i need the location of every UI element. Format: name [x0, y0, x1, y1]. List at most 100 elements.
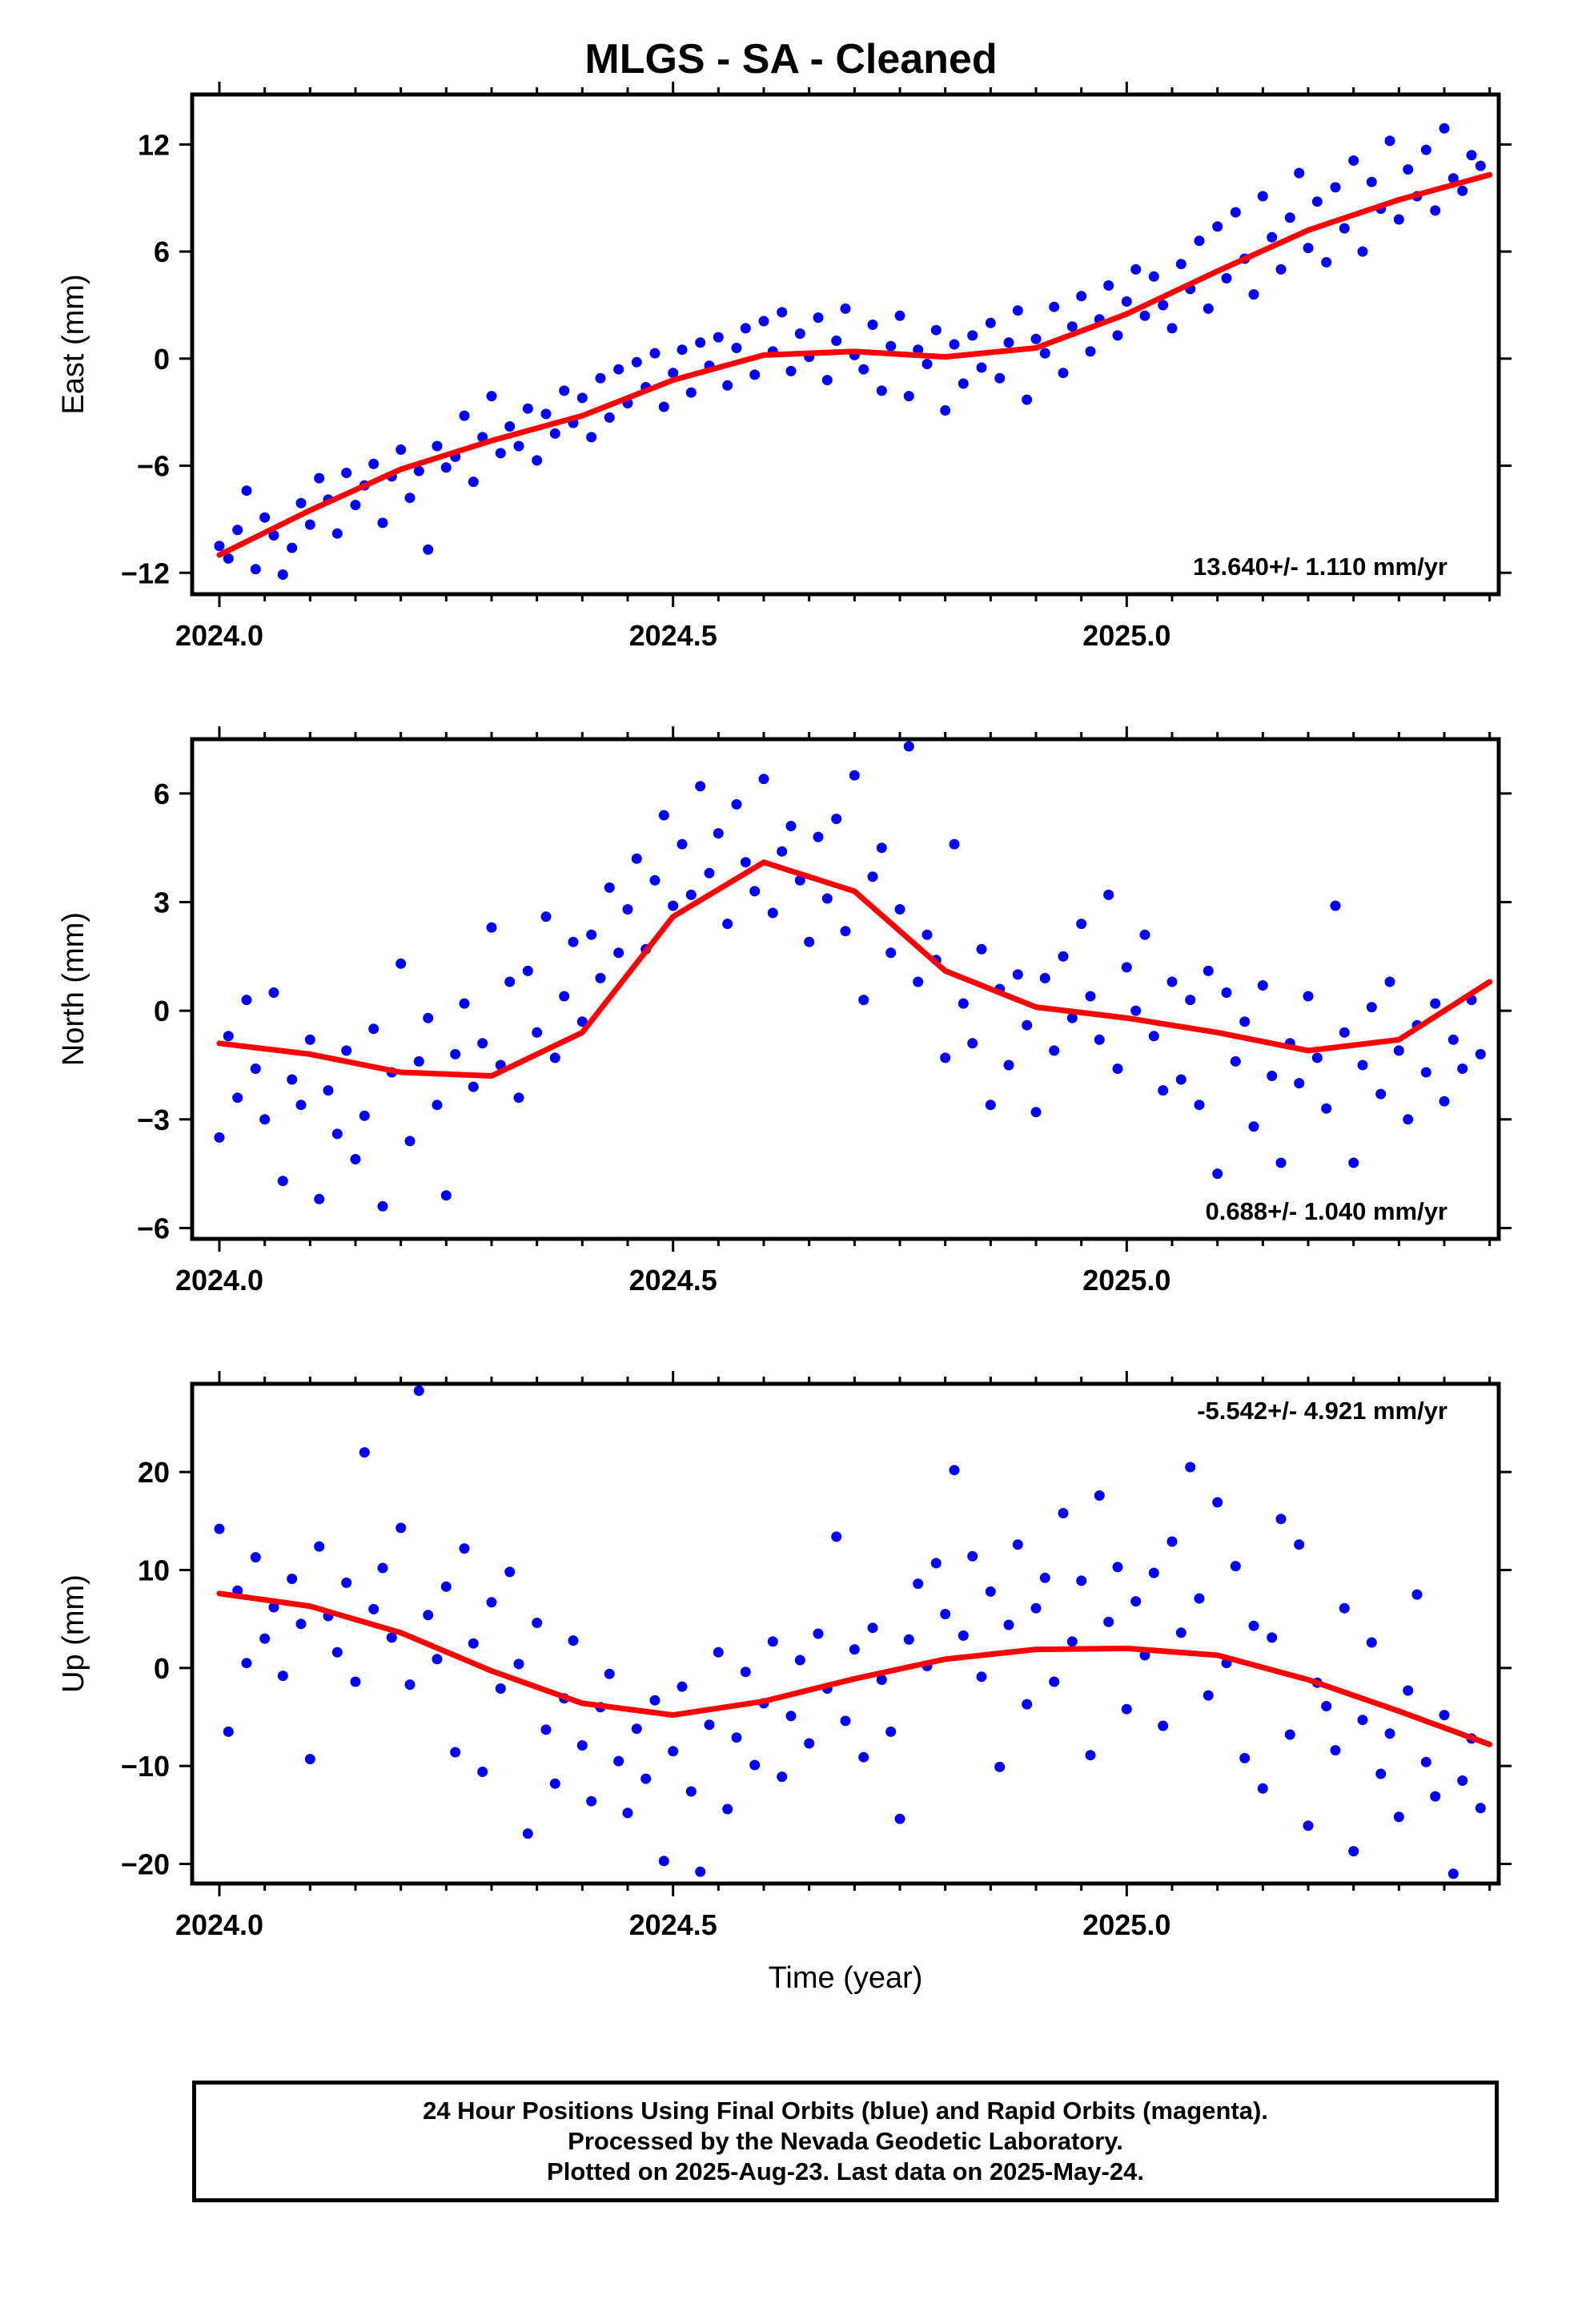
north-data-point — [1248, 1121, 1259, 1132]
north-data-point — [223, 1031, 234, 1042]
up-data-point — [1475, 1803, 1486, 1814]
east-y-tick-label: 0 — [154, 343, 170, 376]
north-data-point — [486, 922, 497, 933]
north-x-tick-label: 2024.0 — [175, 1264, 263, 1297]
north-data-point — [1239, 1016, 1251, 1027]
up-data-point — [994, 1761, 1006, 1772]
north-x-tick-label: 2025.0 — [1082, 1264, 1170, 1297]
east-data-point — [1166, 323, 1178, 334]
up-data-point — [1085, 1750, 1096, 1761]
east-data-point — [250, 564, 261, 575]
up-x-axis-label: Time (year) — [769, 1961, 923, 1995]
east-data-point — [1420, 144, 1431, 155]
up-data-point — [1284, 1729, 1295, 1740]
east-data-point — [740, 323, 751, 334]
up-fit-line — [216, 1590, 1493, 1747]
east-data-point — [277, 569, 288, 580]
east-data-point — [549, 428, 560, 439]
up-data-point — [341, 1577, 352, 1588]
east-data-point — [223, 553, 234, 564]
north-data-point — [277, 1176, 288, 1187]
east-data-point — [1085, 346, 1096, 357]
east-y-axis-label: East (mm) — [57, 274, 90, 414]
east-y-tick-label: 12 — [138, 128, 170, 161]
up-data-point — [1393, 1811, 1404, 1823]
north-data-point — [1030, 1107, 1042, 1118]
north-data-point — [1039, 972, 1050, 983]
east-data-point — [368, 458, 379, 469]
north-frame — [190, 737, 1501, 1241]
east-data-point — [1366, 176, 1377, 187]
north-data-point — [377, 1200, 388, 1212]
up-data-point — [314, 1541, 325, 1552]
east-data-point — [677, 344, 688, 356]
east-data-point — [1139, 310, 1150, 321]
up-data-point — [631, 1723, 642, 1735]
up-data-point — [668, 1746, 679, 1757]
up-data-point — [386, 1632, 397, 1643]
up-data-point — [1212, 1497, 1223, 1508]
up-data-point — [649, 1695, 661, 1706]
north-data-point — [432, 1100, 443, 1111]
up-data-point — [568, 1635, 579, 1647]
east-data-point — [1330, 182, 1341, 193]
north-data-point — [1139, 929, 1150, 940]
north-data-point — [287, 1074, 298, 1085]
north-data-point — [1049, 1045, 1060, 1056]
up-x-tick-label: 2025.0 — [1082, 1908, 1170, 1941]
up-data-point — [1366, 1637, 1377, 1648]
up-data-point — [413, 1385, 424, 1397]
east-data-point — [440, 462, 452, 473]
up-y-tick-label: −10 — [121, 1750, 170, 1783]
north-data-point — [250, 1063, 261, 1074]
north-data-point — [794, 875, 805, 886]
north-data-point — [913, 976, 924, 987]
up-data-point — [1185, 1462, 1196, 1473]
north-data-point — [1130, 1005, 1142, 1016]
up-panel: 2024.0 2024.5 2025.0 −20 −10 0 10 20 Up (mm) Time… — [57, 1371, 1512, 1995]
east-data-point — [821, 375, 833, 386]
east-data-point — [1158, 300, 1169, 311]
north-data-point — [677, 838, 688, 850]
up-y-tick-label: 10 — [138, 1554, 170, 1586]
up-data-point — [576, 1740, 588, 1751]
north-data-point — [1275, 1157, 1287, 1168]
north-data-point — [1203, 965, 1214, 976]
north-x-tick-label: 2024.5 — [629, 1264, 717, 1297]
up-data-point — [1439, 1710, 1450, 1721]
up-y-axis-label: Up (mm) — [57, 1574, 90, 1693]
up-data-point — [304, 1754, 315, 1765]
east-x-tick-label: 2025.0 — [1082, 619, 1170, 652]
east-data-point — [404, 493, 416, 504]
north-data-point — [540, 911, 552, 923]
up-data-point — [794, 1655, 805, 1666]
east-data-point — [967, 330, 978, 341]
east-data-point — [432, 440, 443, 452]
east-data-point — [1430, 205, 1441, 216]
up-data-point — [1457, 1775, 1468, 1786]
north-data-point — [1348, 1157, 1359, 1168]
up-data-point — [1420, 1756, 1431, 1767]
east-fit-line — [216, 171, 1493, 558]
up-data-point — [1321, 1701, 1332, 1711]
up-data-point — [930, 1558, 942, 1569]
east-frame — [190, 92, 1501, 597]
north-data-point — [777, 846, 788, 857]
east-data-point — [1439, 123, 1450, 134]
up-data-point — [440, 1581, 452, 1592]
east-data-point — [268, 530, 279, 541]
up-data-point — [1194, 1593, 1205, 1604]
north-data-point — [1212, 1168, 1223, 1180]
north-data-point — [885, 947, 897, 959]
east-data-point — [813, 312, 824, 324]
up-data-point — [359, 1447, 370, 1458]
east-data-point — [304, 519, 315, 530]
east-data-point — [785, 365, 797, 376]
up-data-point — [685, 1786, 697, 1797]
east-data-point — [867, 320, 878, 330]
east-data-point — [522, 403, 533, 414]
north-data-point — [668, 900, 679, 911]
up-data-point — [522, 1828, 533, 1839]
east-data-point — [1384, 135, 1395, 147]
north-data-point — [894, 904, 905, 915]
